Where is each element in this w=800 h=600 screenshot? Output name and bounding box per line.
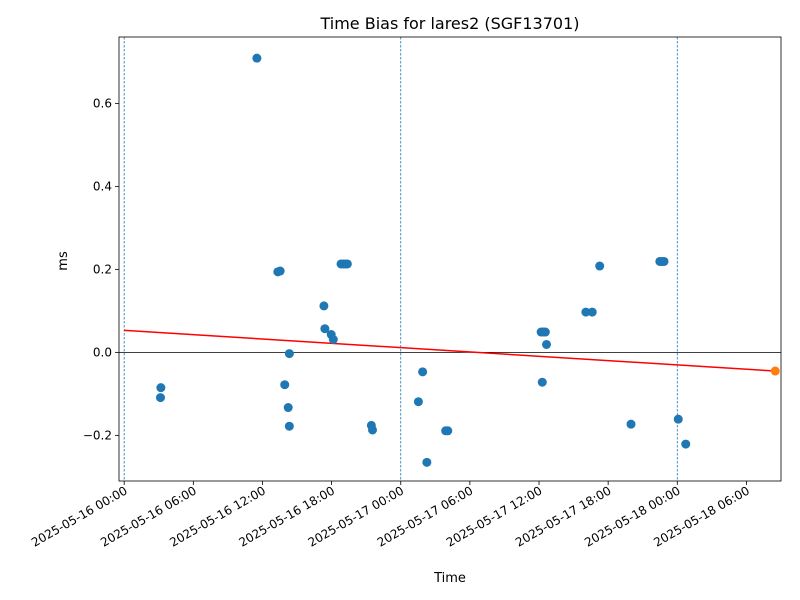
data-point (342, 259, 352, 269)
data-point (626, 419, 636, 429)
y-tick-label: 0.4 (93, 179, 112, 193)
data-point (319, 301, 329, 311)
y-axis-label: ms (56, 251, 71, 271)
data-point (413, 397, 423, 407)
data-point (595, 261, 605, 271)
data-point (581, 307, 591, 317)
data-point (443, 426, 453, 436)
data-point (542, 339, 552, 349)
data-point (368, 425, 378, 435)
data-point (284, 349, 294, 359)
y-tick-label: −0.2 (83, 428, 112, 442)
y-tick-label: 0.0 (93, 345, 112, 359)
data-point (537, 377, 547, 387)
data-point (418, 367, 428, 377)
y-tick-label: 0.6 (93, 96, 112, 110)
data-point (328, 335, 338, 345)
data-point (275, 266, 285, 276)
x-axis-label: Time (433, 571, 466, 586)
data-point (659, 256, 669, 266)
data-point (540, 327, 550, 337)
data-point (156, 383, 166, 393)
data-point (283, 403, 293, 413)
data-point (252, 53, 262, 63)
data-point (155, 393, 165, 403)
data-point (681, 439, 691, 449)
data-point (284, 421, 294, 431)
data-point (280, 380, 290, 390)
data-point (422, 457, 432, 467)
chart-title: Time Bias for lares2 (SGF13701) (319, 14, 579, 33)
data-point (770, 366, 780, 376)
data-point (320, 324, 330, 334)
axes-frame (118, 36, 782, 482)
data-point (673, 414, 683, 424)
data-point (587, 307, 597, 317)
trend-line (124, 329, 776, 372)
y-tick-label: 0.2 (93, 262, 112, 276)
